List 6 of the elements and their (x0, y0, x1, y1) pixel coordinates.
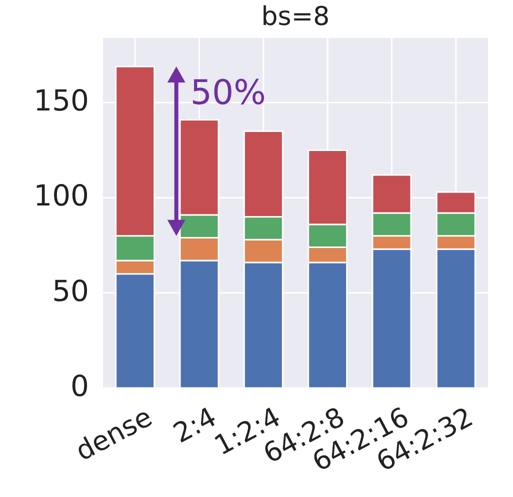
chart-title: bs=8 (261, 2, 330, 32)
y-tick-label: 100 (34, 178, 89, 213)
y-tick-label: 150 (34, 84, 89, 118)
y-tick-label: 0 (70, 368, 89, 403)
y-tick-label: 50 (52, 274, 89, 308)
annotation: 50% (190, 72, 266, 113)
